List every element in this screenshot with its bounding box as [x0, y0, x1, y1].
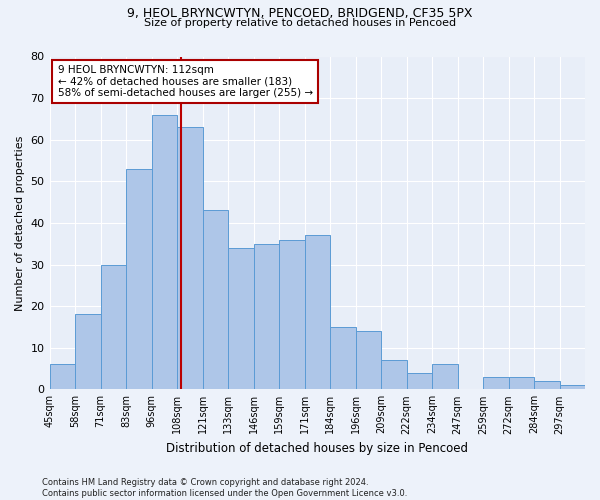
Bar — [407, 372, 432, 390]
Bar — [356, 331, 381, 390]
Bar — [534, 381, 560, 390]
Bar — [254, 244, 279, 390]
Bar — [483, 377, 509, 390]
Bar — [228, 248, 254, 390]
Bar — [305, 236, 330, 390]
Bar — [279, 240, 305, 390]
Bar — [330, 327, 356, 390]
Bar — [203, 210, 228, 390]
Bar — [432, 364, 458, 390]
Bar — [126, 169, 152, 390]
Bar — [381, 360, 407, 390]
Bar — [101, 264, 126, 390]
Bar — [75, 314, 101, 390]
Bar — [177, 127, 203, 390]
Text: 9 HEOL BRYNCWTYN: 112sqm
← 42% of detached houses are smaller (183)
58% of semi-: 9 HEOL BRYNCWTYN: 112sqm ← 42% of detach… — [58, 65, 313, 98]
Text: 9, HEOL BRYNCWTYN, PENCOED, BRIDGEND, CF35 5PX: 9, HEOL BRYNCWTYN, PENCOED, BRIDGEND, CF… — [127, 8, 473, 20]
Y-axis label: Number of detached properties: Number of detached properties — [15, 135, 25, 310]
Text: Size of property relative to detached houses in Pencoed: Size of property relative to detached ho… — [144, 18, 456, 28]
Text: Contains HM Land Registry data © Crown copyright and database right 2024.
Contai: Contains HM Land Registry data © Crown c… — [42, 478, 407, 498]
Bar — [560, 385, 585, 390]
Bar — [152, 114, 177, 390]
X-axis label: Distribution of detached houses by size in Pencoed: Distribution of detached houses by size … — [166, 442, 468, 455]
Bar — [50, 364, 75, 390]
Bar — [509, 377, 534, 390]
